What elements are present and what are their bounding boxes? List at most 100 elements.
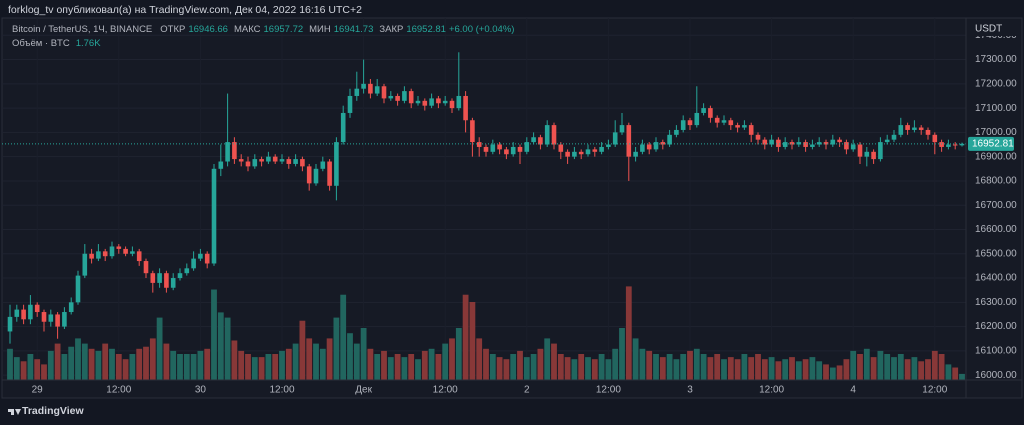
volume-bar bbox=[816, 361, 823, 380]
volume-bar bbox=[68, 346, 75, 380]
ohlc-label: МИН bbox=[309, 24, 331, 35]
candle-body bbox=[374, 86, 380, 94]
volume-bar bbox=[333, 317, 340, 380]
candle-body bbox=[442, 100, 448, 104]
volume-value: 1.76K bbox=[75, 38, 101, 49]
volume-bar bbox=[421, 350, 428, 380]
candle-body bbox=[578, 151, 584, 155]
ohlc-label: МАКС bbox=[233, 24, 261, 35]
candle-body bbox=[538, 137, 543, 145]
candle-body bbox=[694, 112, 700, 126]
candle-body bbox=[646, 144, 652, 150]
candle-body bbox=[674, 129, 679, 135]
y-tick-label: 17200.00 bbox=[975, 78, 1017, 89]
volume-bar bbox=[13, 357, 20, 380]
last-price-label: 16952.81 bbox=[972, 138, 1014, 149]
candle-body bbox=[334, 142, 339, 186]
volume-bar bbox=[829, 367, 836, 380]
volume-bar bbox=[646, 350, 653, 380]
candle-body bbox=[238, 159, 244, 162]
candle-body bbox=[755, 134, 761, 140]
candle-body bbox=[109, 246, 115, 257]
x-tick-label: 12:00 bbox=[922, 385, 947, 396]
candle-body bbox=[306, 166, 312, 184]
volume-bar bbox=[530, 354, 537, 380]
volume-bar bbox=[850, 350, 857, 380]
volume-bar bbox=[802, 359, 809, 380]
volume-bar bbox=[20, 361, 27, 380]
volume-bar bbox=[374, 354, 381, 380]
candle-body bbox=[667, 134, 672, 145]
volume-bar bbox=[639, 348, 646, 380]
candle-body bbox=[735, 125, 740, 128]
change: +6.00 (+0.04%) bbox=[448, 24, 515, 35]
volume-bar bbox=[129, 354, 136, 380]
candle-body bbox=[232, 142, 237, 160]
y-tick-label: 16300.00 bbox=[975, 297, 1017, 308]
volume-bar bbox=[653, 354, 659, 380]
volume-bar bbox=[211, 289, 217, 380]
volume-bar bbox=[571, 359, 578, 380]
volume-bar bbox=[483, 348, 489, 380]
candle-body bbox=[272, 156, 278, 162]
y-tick-label: 16600.00 bbox=[975, 224, 1017, 235]
volume-bar bbox=[81, 343, 88, 380]
candle-body bbox=[878, 142, 883, 160]
candle-body bbox=[531, 137, 536, 143]
candle-body bbox=[157, 273, 162, 283]
candle-body bbox=[497, 144, 502, 150]
x-tick-label: 3 bbox=[687, 385, 693, 396]
candle-body bbox=[871, 151, 876, 160]
candle-body bbox=[279, 159, 285, 162]
volume-bar bbox=[258, 357, 265, 380]
volume-bar bbox=[789, 357, 795, 380]
candle-body bbox=[266, 156, 271, 162]
y-tick-label: 16100.00 bbox=[975, 346, 1017, 357]
currency: USDT bbox=[975, 24, 1002, 35]
volume-bar bbox=[945, 364, 952, 380]
publisher-line: forklog_tv опубликовал(а) на TradingView… bbox=[8, 4, 362, 16]
candle-body bbox=[55, 314, 60, 327]
candle-body bbox=[524, 142, 530, 152]
volume-bar bbox=[387, 357, 394, 380]
volume-bar bbox=[394, 354, 401, 380]
volume-bar bbox=[177, 354, 183, 380]
volume-bar bbox=[544, 338, 551, 380]
candle-body bbox=[789, 142, 795, 145]
volume-bar bbox=[41, 364, 47, 380]
volume-bar bbox=[612, 348, 619, 380]
volume-bar bbox=[585, 357, 591, 380]
candle-body bbox=[803, 142, 808, 147]
volume-bar bbox=[340, 294, 347, 380]
candle-body bbox=[728, 120, 734, 126]
volume-bar bbox=[408, 354, 415, 380]
candle-body bbox=[640, 144, 645, 152]
volume-bar bbox=[428, 348, 435, 380]
volume-bar bbox=[911, 357, 918, 380]
candle-body bbox=[136, 251, 142, 262]
volume-bar bbox=[863, 348, 870, 380]
candle-body bbox=[544, 125, 550, 145]
candle-body bbox=[48, 314, 54, 322]
candle-body bbox=[395, 95, 400, 101]
volume-bar bbox=[95, 350, 102, 380]
volume-bar bbox=[782, 359, 789, 380]
candle-body bbox=[184, 268, 190, 274]
volume-bar bbox=[496, 357, 503, 380]
volume-bar bbox=[449, 338, 455, 380]
volume-bar bbox=[285, 348, 292, 380]
volume-bar bbox=[34, 359, 41, 380]
candle-body bbox=[946, 144, 951, 147]
volume-bar bbox=[925, 359, 931, 380]
candle-body bbox=[422, 100, 428, 106]
candle-body bbox=[368, 83, 373, 94]
volume-bar bbox=[598, 354, 605, 380]
volume-bar bbox=[122, 359, 129, 380]
ohlc-value: 16957.72 bbox=[263, 24, 304, 35]
candle-body bbox=[388, 95, 394, 99]
candle-body bbox=[551, 125, 557, 145]
volume-bar bbox=[136, 348, 143, 380]
candle-body bbox=[14, 309, 20, 317]
volume-bar bbox=[401, 357, 408, 380]
